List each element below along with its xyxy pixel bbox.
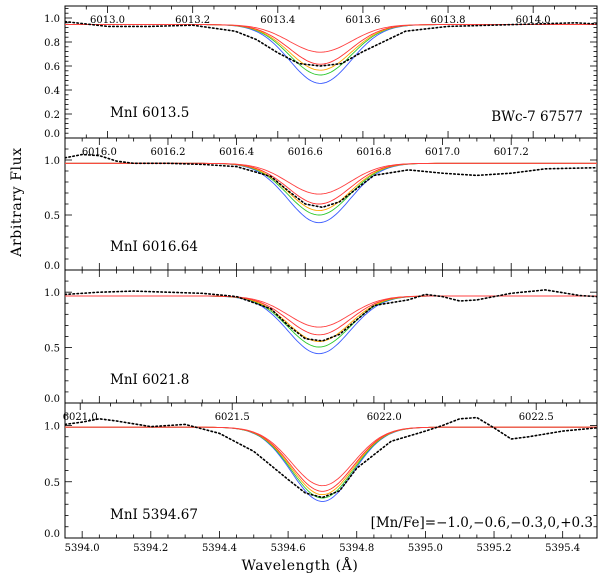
top-x-tick-label: 6022.5 (519, 412, 554, 423)
y-tick-label: 0.0 (44, 261, 60, 272)
plot-area (65, 153, 597, 224)
synthetic-spectrum-MnFe-1.0 (65, 162, 597, 195)
x-tick-label: 6013.4 (260, 15, 295, 26)
x-tick-label: 6016.6 (288, 147, 323, 158)
synthetic-spectrum-MnFe-0.6 (65, 162, 597, 205)
x-tick-label: 6017.0 (425, 147, 460, 158)
x-tick-label: 6013.6 (345, 15, 380, 26)
observed-spectrum (65, 20, 597, 67)
y-tick-label: 0.0 (44, 529, 60, 540)
y-axis-title: Arbitrary Flux (9, 147, 25, 257)
x-axis-title: Wavelength (Å) (242, 556, 359, 574)
x-tick-label: 5395.0 (408, 543, 443, 554)
y-tick-label: 0.6 (44, 62, 60, 73)
x-tick-label: 5394.8 (339, 543, 374, 554)
spectrum-panels: 0.0 0.2 0.4 0.6 0.8 1.0 6013.0 6013.2 6013.4 6013… (44, 5, 598, 554)
line-label: MnI 5394.67 (110, 507, 198, 523)
y-tick-label: 1.0 (44, 288, 60, 299)
x-tick-label: 5394.6 (271, 543, 306, 554)
synthetic-spectrum-MnFe-0.6 (65, 426, 597, 492)
synthetic-spectrum-MnFe-0.3 (65, 162, 597, 212)
line-label: MnI 6016.64 (110, 239, 198, 255)
line-label: MnI 6013.5 (110, 105, 189, 121)
synthetic-spectrum-MnFe-1.0 (65, 295, 597, 328)
plot-area (65, 289, 597, 355)
x-tick-label: 5395.4 (545, 543, 580, 554)
observed-spectrum (65, 153, 597, 209)
plot-area (65, 20, 597, 84)
top-x-tick-label: 6021.0 (63, 412, 98, 423)
x-tick-label: 6013.0 (90, 15, 125, 26)
y-tick-label: 0.0 (44, 394, 60, 405)
synthetic-spectrum-MnFe-0.3 (65, 295, 597, 342)
y-tick-label: 0.8 (44, 38, 60, 49)
synthetic-spectrum-MnFe-1.0 (65, 426, 597, 487)
top-x-tick-label: 6021.5 (215, 412, 250, 423)
x-tick-label: 6016.4 (219, 147, 254, 158)
y-tick-label: 0.5 (44, 344, 60, 355)
x-tick-label: 6016.2 (150, 147, 185, 158)
y-tick-label: 1.0 (44, 14, 60, 25)
y-tick-label: 0.5 (44, 211, 60, 222)
y-tick-label: 0.2 (44, 110, 60, 121)
synthetic-spectrum-MnFe+0.3 (65, 24, 597, 84)
panel-3: 0.0 0.5 1.0 MnI 6021.8 (44, 269, 598, 405)
observed-spectrum (65, 289, 597, 342)
y-tick-label: 1.0 (44, 156, 60, 167)
x-tick-label: 5394.4 (202, 543, 237, 554)
synthetic-spectrum-MnFe-0.6 (65, 295, 597, 336)
x-tick-label: 5394.0 (65, 543, 100, 554)
y-tick-label: 0.5 (44, 478, 60, 489)
synthetic-spectrum-MnFe0 (65, 295, 597, 348)
x-tick-label: 6016.0 (82, 147, 117, 158)
synthetic-spectrum-MnFe-0.6 (65, 24, 597, 65)
x-tick-label: 6013.2 (175, 15, 210, 26)
top-x-tick-label: 6022.0 (367, 412, 402, 423)
x-tick-label: 6016.8 (356, 147, 391, 158)
y-tick-label: 1.0 (44, 422, 60, 433)
synthetic-spectrum-MnFe-0.3 (65, 24, 597, 71)
synthetic-spectrum-MnFe-1.0 (65, 24, 597, 53)
x-tick-label: 6017.2 (494, 147, 529, 158)
x-tick-label: 5395.2 (477, 543, 512, 554)
star-label: BWc-7 67577 (491, 109, 583, 125)
plot-area (65, 416, 597, 502)
synthetic-spectrum-MnFe-0.3 (65, 426, 597, 496)
observed-spectrum (65, 416, 597, 499)
x-tick-label: 5394.2 (133, 543, 168, 554)
panel-1: 0.0 0.2 0.4 0.6 0.8 1.0 6013.0 6013.2 6013.4 6013… (44, 5, 598, 140)
abundance-legend: [Mn/Fe]=−1.0,−0.6,−0.3,0,+0.3 (371, 515, 593, 531)
panel-2: 0.0 0.5 1.0 6016.0 6016.2 6016.4 6016.6 6016.8 6… (44, 137, 598, 272)
y-tick-label: 0.4 (44, 86, 60, 97)
x-tick-label: 6013.8 (431, 15, 466, 26)
y-tick-label: 0.0 (44, 129, 60, 140)
line-label: MnI 6021.8 (110, 372, 189, 388)
x-tick-label: 6014.0 (516, 15, 551, 26)
